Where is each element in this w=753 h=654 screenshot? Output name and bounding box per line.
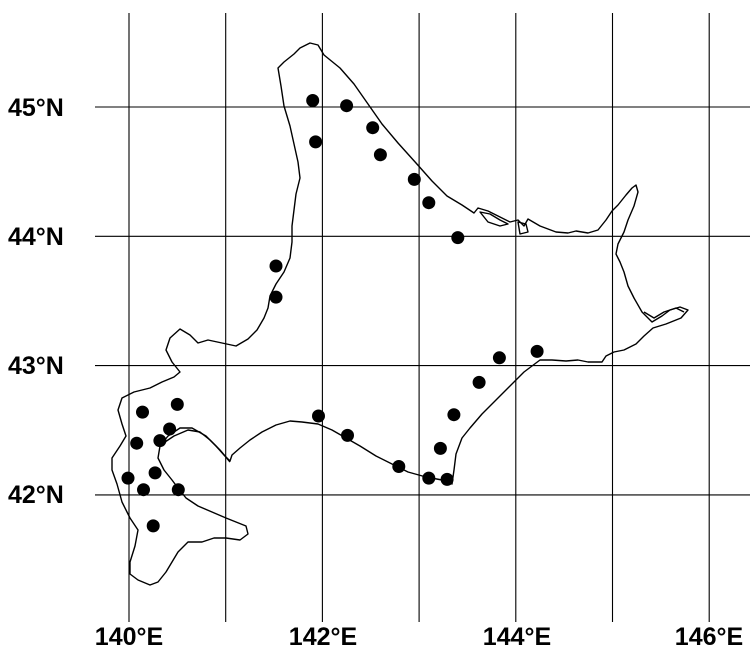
lon-label-146: 146°E	[675, 623, 743, 651]
site-marker	[309, 135, 323, 149]
site-marker	[373, 148, 387, 162]
site-marker	[392, 460, 406, 473]
site-marker	[440, 472, 454, 486]
site-marker	[130, 436, 144, 450]
site-marker	[422, 471, 436, 485]
site-marker	[492, 351, 506, 365]
latitude-labels: 45°N 44°N 43°N 42°N	[8, 94, 64, 509]
site-marker	[451, 231, 465, 245]
site-marker	[146, 519, 160, 533]
sampling-sites	[121, 94, 544, 533]
nemuro-peninsula	[643, 307, 685, 319]
lagoon-2	[517, 221, 529, 235]
lagoon-1	[479, 211, 509, 227]
site-marker	[170, 397, 184, 411]
site-marker	[447, 408, 461, 422]
site-marker	[366, 121, 380, 135]
lon-label-144: 144°E	[483, 623, 551, 651]
site-marker	[121, 471, 135, 485]
site-marker	[341, 428, 354, 442]
lon-label-142: 142°E	[289, 623, 357, 651]
longitude-labels: 140°E 142°E 144°E 146°E	[95, 623, 743, 651]
graticule	[95, 13, 750, 622]
funka-bay-shore	[161, 429, 231, 463]
site-marker	[422, 196, 436, 210]
site-marker	[407, 172, 421, 186]
site-marker	[269, 290, 283, 304]
site-marker	[136, 405, 149, 419]
lat-label-42: 42°N	[8, 481, 64, 509]
coastline	[111, 42, 689, 586]
site-marker	[269, 259, 283, 273]
site-marker	[472, 375, 486, 389]
site-marker	[148, 466, 162, 480]
site-marker	[340, 99, 354, 113]
site-marker	[137, 483, 150, 497]
site-marker	[171, 483, 185, 497]
site-marker	[163, 422, 177, 436]
lat-label-45: 45°N	[8, 94, 64, 122]
site-marker	[306, 94, 320, 107]
lat-label-43: 43°N	[8, 352, 64, 380]
lat-label-44: 44°N	[8, 223, 64, 251]
site-marker	[312, 409, 325, 423]
hokkaido-coastline	[111, 42, 689, 586]
lon-label-140: 140°E	[95, 623, 163, 651]
site-marker	[433, 441, 447, 455]
site-marker	[530, 344, 544, 358]
site-marker	[153, 434, 167, 448]
